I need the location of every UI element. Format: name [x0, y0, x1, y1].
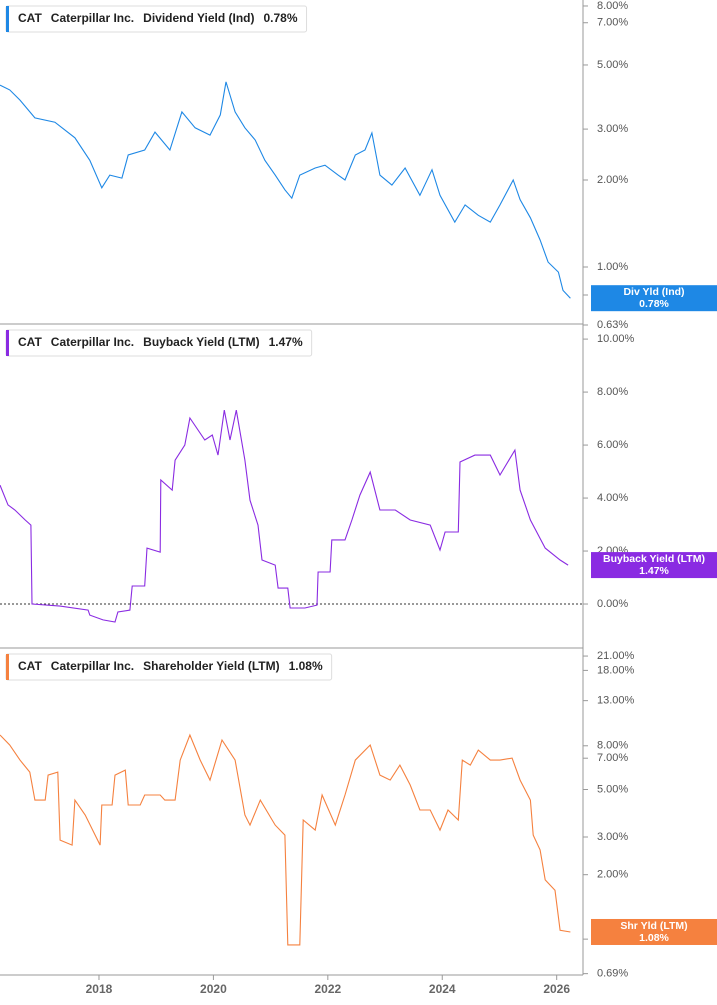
value-tag-name: Buyback Yield (LTM) [603, 553, 705, 565]
y-tick-label: 21.00% [597, 650, 635, 662]
x-tick-label: 2022 [314, 982, 341, 996]
legend-text: 1.08% [289, 659, 323, 673]
legend: CAT Caterpillar Inc. Shareholder Yield (LT… [5, 653, 333, 681]
legend-text: CAT [18, 659, 42, 673]
legend-text: Caterpillar Inc. [51, 11, 134, 25]
legend-swatch [6, 6, 9, 32]
y-tick-label: 0.00% [597, 598, 628, 610]
x-tick-label: 2024 [429, 982, 456, 996]
legend-swatch [6, 330, 9, 356]
legend-text: Shareholder Yield (LTM) [143, 659, 279, 673]
y-tick-label: 7.00% [597, 752, 628, 764]
y-tick-label: 1.00% [597, 261, 628, 273]
y-tick-label: 8.00% [597, 386, 628, 398]
value-tag-value: 0.78% [639, 298, 669, 310]
legend: CAT Caterpillar Inc. Dividend Yield (Ind) 0… [5, 5, 308, 33]
legend-text: Buyback Yield (LTM) [143, 335, 259, 349]
x-tick-label: 2026 [543, 982, 570, 996]
legend-text: CAT [18, 335, 42, 349]
series-line [0, 81, 571, 299]
value-tag-value: 1.08% [639, 932, 669, 944]
y-tick-label: 5.00% [597, 783, 628, 795]
legend-text: Dividend Yield (Ind) [143, 11, 254, 25]
y-tick-label: 13.00% [597, 695, 635, 707]
value-tag [591, 918, 717, 945]
value-tag-value: 1.47% [639, 565, 669, 577]
y-tick-label: 8.00% [597, 0, 628, 12]
y-tick-label: 7.00% [597, 17, 628, 29]
value-tag [591, 285, 717, 312]
y-tick-label: 2.00% [597, 174, 628, 186]
y-tick-label: 0.69% [597, 968, 628, 980]
value-tag-name: Shr Yld (LTM) [620, 920, 687, 932]
legend-swatch [6, 654, 9, 680]
legend-text: CAT [18, 11, 42, 25]
y-tick-label: 5.00% [597, 59, 628, 71]
y-tick-label: 6.00% [597, 439, 628, 451]
y-tick-label: 10.00% [597, 333, 635, 345]
y-tick-label: 8.00% [597, 740, 628, 752]
x-tick-label: 2020 [200, 982, 227, 996]
legend-text: Caterpillar Inc. [51, 335, 134, 349]
legend: CAT Caterpillar Inc. Buyback Yield (LTM) 1.… [5, 329, 313, 357]
y-tick-label: 2.00% [597, 869, 628, 881]
legend-text: Caterpillar Inc. [51, 659, 134, 673]
y-tick-label: 18.00% [597, 664, 635, 676]
legend-text: 1.47% [269, 335, 303, 349]
series-line [0, 409, 569, 623]
x-tick-label: 2018 [86, 982, 113, 996]
y-tick-label: 3.00% [597, 123, 628, 135]
series-line [0, 733, 571, 946]
value-tag-name: Div Yld (Ind) [623, 286, 684, 298]
y-tick-label: 4.00% [597, 492, 628, 504]
y-tick-label: 3.00% [597, 831, 628, 843]
legend-text: 0.78% [264, 11, 298, 25]
value-tag [591, 552, 717, 579]
y-tick-label: 0.63% [597, 319, 628, 331]
